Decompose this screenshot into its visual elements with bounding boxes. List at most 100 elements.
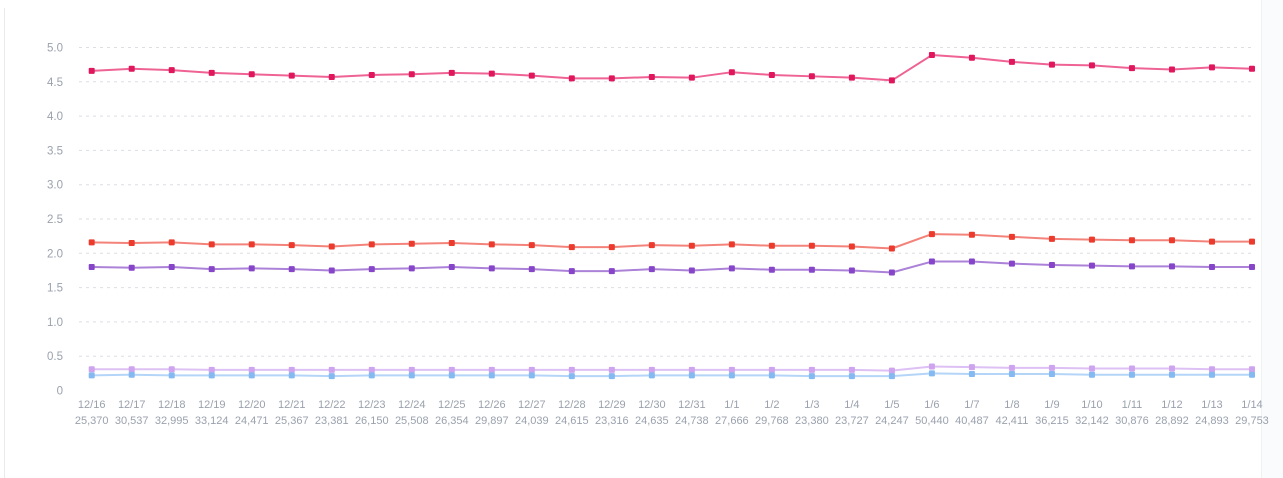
data-point-marker[interactable] bbox=[928, 231, 935, 238]
data-point-marker[interactable] bbox=[88, 67, 95, 74]
data-point-marker[interactable] bbox=[1088, 62, 1095, 69]
data-point-marker[interactable] bbox=[808, 266, 815, 273]
data-point-marker[interactable] bbox=[1008, 233, 1015, 240]
data-point-marker[interactable] bbox=[968, 364, 975, 371]
data-point-marker[interactable] bbox=[208, 366, 215, 373]
data-point-marker[interactable] bbox=[568, 366, 575, 373]
data-point-marker[interactable] bbox=[768, 366, 775, 373]
data-point-marker[interactable] bbox=[368, 366, 375, 373]
data-point-marker[interactable] bbox=[688, 366, 695, 373]
data-point-marker[interactable] bbox=[648, 266, 655, 273]
data-point-marker[interactable] bbox=[608, 75, 615, 82]
data-point-marker[interactable] bbox=[168, 239, 175, 246]
data-point-marker[interactable] bbox=[1008, 371, 1015, 378]
data-point-marker[interactable] bbox=[328, 73, 335, 80]
data-point-marker[interactable] bbox=[448, 69, 455, 76]
data-point-marker[interactable] bbox=[688, 74, 695, 81]
data-point-marker[interactable] bbox=[1248, 371, 1255, 378]
data-point-marker[interactable] bbox=[128, 65, 135, 72]
data-point-marker[interactable] bbox=[448, 264, 455, 271]
data-point-marker[interactable] bbox=[768, 372, 775, 379]
data-point-marker[interactable] bbox=[328, 366, 335, 373]
data-point-marker[interactable] bbox=[968, 371, 975, 378]
data-point-marker[interactable] bbox=[1128, 371, 1135, 378]
data-point-marker[interactable] bbox=[648, 242, 655, 249]
data-point-marker[interactable] bbox=[208, 266, 215, 273]
data-point-marker[interactable] bbox=[728, 366, 735, 373]
data-point-marker[interactable] bbox=[768, 71, 775, 78]
data-point-marker[interactable] bbox=[1008, 260, 1015, 267]
data-point-marker[interactable] bbox=[848, 74, 855, 81]
data-point-marker[interactable] bbox=[888, 245, 895, 252]
data-point-marker[interactable] bbox=[1248, 366, 1255, 373]
data-point-marker[interactable] bbox=[128, 240, 135, 247]
data-point-marker[interactable] bbox=[688, 242, 695, 249]
data-point-marker[interactable] bbox=[1208, 64, 1215, 71]
data-point-marker[interactable] bbox=[968, 54, 975, 61]
data-point-marker[interactable] bbox=[1088, 236, 1095, 243]
data-point-marker[interactable] bbox=[368, 372, 375, 379]
data-point-marker[interactable] bbox=[88, 372, 95, 379]
data-point-marker[interactable] bbox=[88, 264, 95, 271]
data-point-marker[interactable] bbox=[928, 258, 935, 265]
data-point-marker[interactable] bbox=[328, 267, 335, 274]
data-point-marker[interactable] bbox=[1008, 58, 1015, 65]
data-point-marker[interactable] bbox=[128, 371, 135, 378]
data-point-marker[interactable] bbox=[488, 241, 495, 248]
data-point-marker[interactable] bbox=[568, 373, 575, 380]
data-point-marker[interactable] bbox=[1248, 238, 1255, 245]
data-point-marker[interactable] bbox=[368, 71, 375, 78]
data-point-marker[interactable] bbox=[1248, 65, 1255, 72]
data-point-marker[interactable] bbox=[688, 267, 695, 274]
data-point-marker[interactable] bbox=[848, 373, 855, 380]
data-point-marker[interactable] bbox=[248, 265, 255, 272]
data-point-marker[interactable] bbox=[368, 266, 375, 273]
data-point-marker[interactable] bbox=[648, 73, 655, 80]
data-point-marker[interactable] bbox=[848, 366, 855, 373]
data-point-marker[interactable] bbox=[528, 266, 535, 273]
data-point-marker[interactable] bbox=[248, 366, 255, 373]
data-point-marker[interactable] bbox=[408, 240, 415, 247]
data-point-marker[interactable] bbox=[888, 269, 895, 276]
data-point-marker[interactable] bbox=[888, 367, 895, 374]
data-point-marker[interactable] bbox=[968, 258, 975, 265]
data-point-marker[interactable] bbox=[528, 372, 535, 379]
data-point-marker[interactable] bbox=[568, 75, 575, 82]
data-point-marker[interactable] bbox=[1008, 364, 1015, 371]
data-point-marker[interactable] bbox=[888, 77, 895, 84]
data-point-marker[interactable] bbox=[248, 241, 255, 248]
data-point-marker[interactable] bbox=[928, 52, 935, 59]
data-point-marker[interactable] bbox=[528, 242, 535, 249]
data-point-marker[interactable] bbox=[1048, 371, 1055, 378]
data-point-marker[interactable] bbox=[488, 70, 495, 77]
data-point-marker[interactable] bbox=[448, 240, 455, 247]
data-point-marker[interactable] bbox=[168, 372, 175, 379]
data-point-marker[interactable] bbox=[648, 372, 655, 379]
data-point-marker[interactable] bbox=[488, 372, 495, 379]
data-point-marker[interactable] bbox=[728, 265, 735, 272]
data-point-marker[interactable] bbox=[928, 363, 935, 370]
data-point-marker[interactable] bbox=[328, 373, 335, 380]
data-point-marker[interactable] bbox=[328, 243, 335, 250]
data-point-marker[interactable] bbox=[488, 366, 495, 373]
data-point-marker[interactable] bbox=[1168, 263, 1175, 270]
data-point-marker[interactable] bbox=[848, 267, 855, 274]
data-point-marker[interactable] bbox=[568, 268, 575, 275]
data-point-marker[interactable] bbox=[808, 373, 815, 380]
data-point-marker[interactable] bbox=[608, 366, 615, 373]
data-point-marker[interactable] bbox=[1128, 263, 1135, 270]
data-point-marker[interactable] bbox=[608, 244, 615, 251]
data-point-marker[interactable] bbox=[728, 241, 735, 248]
data-point-marker[interactable] bbox=[1048, 261, 1055, 268]
data-point-marker[interactable] bbox=[1208, 238, 1215, 245]
data-point-marker[interactable] bbox=[968, 231, 975, 238]
data-point-marker[interactable] bbox=[608, 373, 615, 380]
data-point-marker[interactable] bbox=[1128, 365, 1135, 372]
data-point-marker[interactable] bbox=[1048, 235, 1055, 242]
data-point-marker[interactable] bbox=[88, 239, 95, 246]
data-point-marker[interactable] bbox=[528, 72, 535, 79]
data-point-marker[interactable] bbox=[288, 372, 295, 379]
data-point-marker[interactable] bbox=[608, 268, 615, 275]
data-point-marker[interactable] bbox=[408, 265, 415, 272]
data-point-marker[interactable] bbox=[528, 366, 535, 373]
